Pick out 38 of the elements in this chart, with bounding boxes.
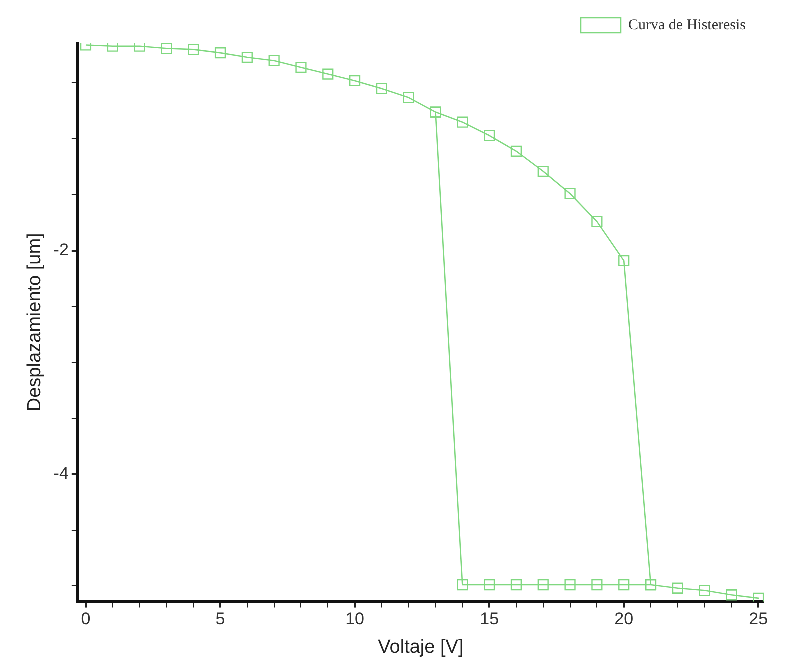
- point: [268, 55, 280, 66]
- legend-label: Curva de Histeresis: [628, 17, 746, 34]
- point: [592, 216, 603, 228]
- point: [349, 75, 361, 87]
- y-axis-title: Desplazamiento [um]: [24, 233, 46, 412]
- x-axis-title: Voltaje [V]: [378, 636, 464, 658]
- point: [161, 43, 172, 54]
- x-tick-label: 20: [614, 610, 634, 629]
- x-tick-label: 0: [81, 610, 91, 629]
- point: [376, 83, 388, 94]
- point: [214, 48, 226, 59]
- point: [322, 68, 334, 80]
- point: [618, 579, 630, 591]
- y-tick-label: -4: [54, 464, 69, 484]
- point: [484, 130, 496, 142]
- point: [188, 44, 200, 56]
- point: [510, 579, 522, 591]
- point: [538, 166, 549, 178]
- point: [457, 116, 468, 128]
- point: [242, 52, 253, 64]
- point: [564, 188, 576, 200]
- point: [538, 579, 549, 591]
- point: [564, 579, 576, 591]
- point: [134, 43, 146, 52]
- point: [457, 579, 468, 591]
- point: [592, 579, 603, 591]
- point: [296, 62, 307, 74]
- point: [510, 146, 522, 157]
- point: [107, 43, 118, 52]
- point: [753, 592, 764, 602]
- point: [484, 579, 496, 591]
- point: [618, 255, 630, 266]
- x-tick-label: 5: [216, 610, 226, 629]
- x-tick-label: 15: [480, 610, 500, 629]
- x-tick-label: 10: [346, 610, 364, 629]
- y-tick-label: -2: [54, 240, 69, 260]
- x-tick-label: 25: [749, 610, 768, 629]
- point: [403, 92, 414, 104]
